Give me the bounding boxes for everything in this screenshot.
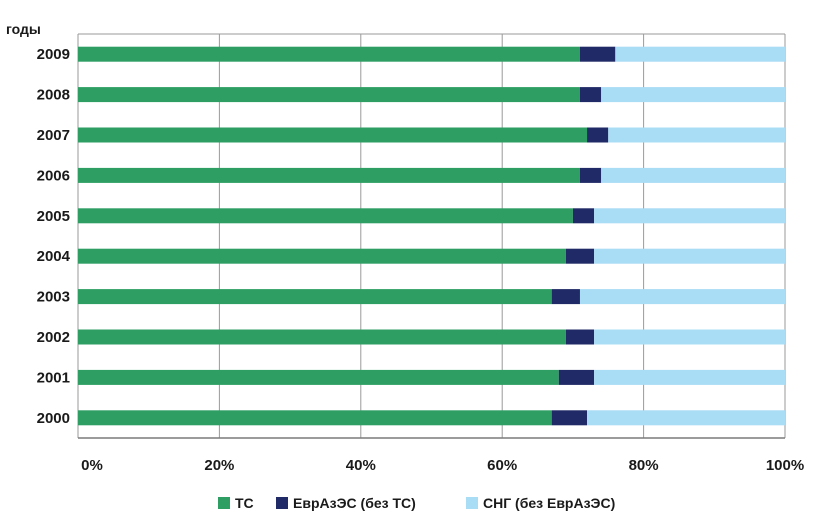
legend-swatch bbox=[218, 497, 230, 509]
bar-segment bbox=[78, 46, 580, 62]
bar-segment bbox=[594, 208, 785, 224]
y-tick-label: 2003 bbox=[37, 289, 70, 306]
bar-segment bbox=[565, 248, 595, 264]
x-tick-label: 60% bbox=[487, 457, 517, 474]
x-tick-label: 100% bbox=[766, 457, 804, 474]
legend: ТС ЕврАзЭС (без ТС) СНГ (без ЕврАзЭС) bbox=[218, 495, 615, 511]
bar-segment bbox=[78, 248, 566, 264]
bar-segment bbox=[615, 46, 785, 62]
y-tick-label: 2002 bbox=[37, 329, 70, 346]
bar-segment bbox=[579, 289, 785, 305]
bar-segment bbox=[78, 127, 588, 143]
y-tick-label: 2005 bbox=[37, 208, 70, 225]
bar-segment bbox=[78, 289, 552, 305]
x-tick-label: 80% bbox=[629, 457, 659, 474]
bar-segment bbox=[558, 369, 595, 385]
y-tick-label: 2006 bbox=[37, 167, 70, 184]
x-tick-label: 40% bbox=[346, 457, 376, 474]
bar-segment bbox=[78, 208, 573, 224]
y-tick-label: 2007 bbox=[37, 127, 70, 144]
bar-segment bbox=[601, 167, 785, 183]
bar-segment bbox=[551, 410, 588, 426]
bar-segment bbox=[565, 329, 595, 345]
y-tick-label: 2008 bbox=[37, 87, 70, 104]
bars bbox=[78, 46, 785, 426]
legend-label: ЕврАзЭС (без ТС) bbox=[293, 495, 416, 511]
legend-label: ТС bbox=[235, 495, 254, 511]
bar-segment bbox=[78, 369, 559, 385]
bar-segment bbox=[579, 46, 616, 62]
bar-segment bbox=[78, 329, 566, 345]
legend-swatch bbox=[466, 497, 478, 509]
bar-segment bbox=[594, 369, 785, 385]
bar-segment bbox=[579, 87, 602, 103]
y-tick-label: 2001 bbox=[37, 369, 70, 386]
legend-label: СНГ (без ЕврАзЭС) bbox=[483, 495, 615, 511]
x-tick-label: 20% bbox=[204, 457, 234, 474]
y-axis-title: годы bbox=[6, 21, 41, 37]
bar-segment bbox=[594, 329, 785, 345]
bar-segment bbox=[78, 87, 580, 103]
bar-segment bbox=[78, 410, 552, 426]
y-tick-label: 2000 bbox=[37, 410, 70, 427]
bar-segment bbox=[587, 410, 785, 426]
y-tick-label: 2004 bbox=[37, 248, 71, 265]
labels: годы 0% 20% 40% 60% 80% 100% 2000 2001 2002 2003 2… bbox=[6, 21, 804, 474]
bar-segment bbox=[601, 87, 785, 103]
x-tick-label: 0% bbox=[81, 457, 103, 474]
bar-segment bbox=[78, 167, 580, 183]
y-tick-label: 2009 bbox=[37, 46, 70, 63]
bar-segment bbox=[572, 208, 595, 224]
bar-segment bbox=[551, 289, 580, 305]
bar-segment bbox=[587, 127, 609, 143]
bar-segment bbox=[579, 167, 602, 183]
legend-swatch bbox=[276, 497, 288, 509]
bar-segment bbox=[594, 248, 785, 264]
bar-segment bbox=[608, 127, 785, 143]
